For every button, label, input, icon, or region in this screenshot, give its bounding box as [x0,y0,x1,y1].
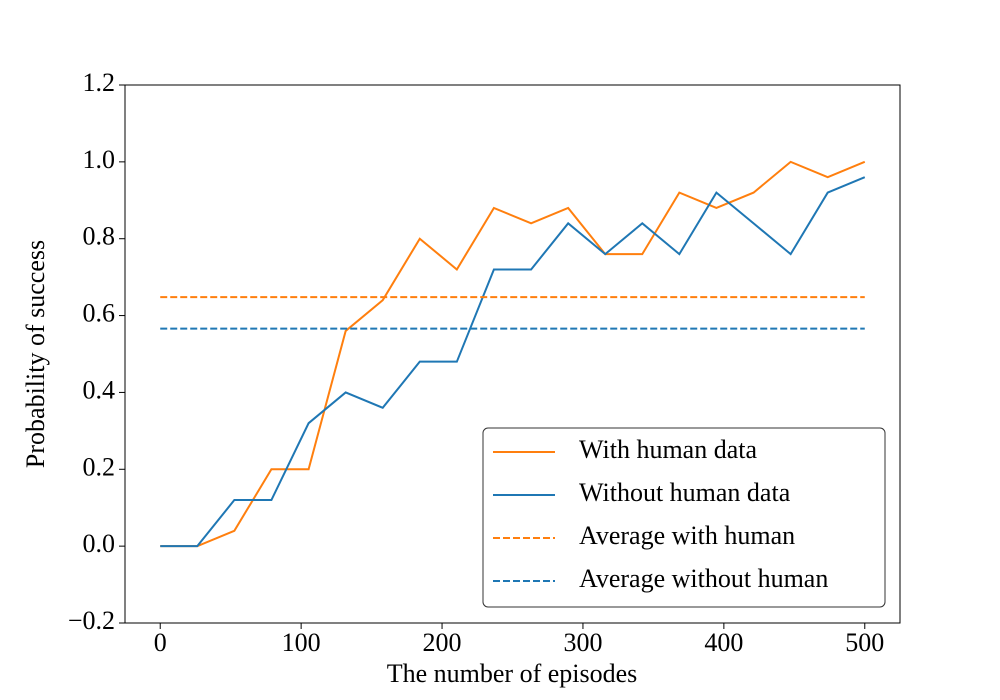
x-tick-label: 200 [423,628,462,657]
legend-box [482,427,886,608]
legend-label: Average without human [579,564,828,593]
y-tick-label: 0.2 [83,452,116,481]
y-tick-label: −0.2 [68,606,115,635]
x-tick-label: 300 [563,628,602,657]
y-axis-label: Probability of success [21,240,50,468]
y-tick-label: 0.0 [83,529,116,558]
legend-label: Average with human [579,521,795,550]
x-tick-label: 100 [282,628,321,657]
x-tick-label: 0 [154,628,167,657]
series-line [160,160,866,548]
y-tick-label: 1.0 [83,145,116,174]
y-tick-label: 0.4 [83,375,116,404]
legend-label: With human data [579,435,757,464]
x-tick-label: 500 [845,628,884,657]
x-axis-label: The number of episodes [387,659,638,688]
plot-frame [124,84,901,624]
y-tick-label: 0.8 [83,222,116,251]
series-line [160,176,866,548]
x-tick-label: 400 [704,628,743,657]
y-tick-label: 1.2 [83,68,116,97]
legend-label: Without human data [579,478,791,507]
y-tick-label: 0.6 [83,299,116,328]
